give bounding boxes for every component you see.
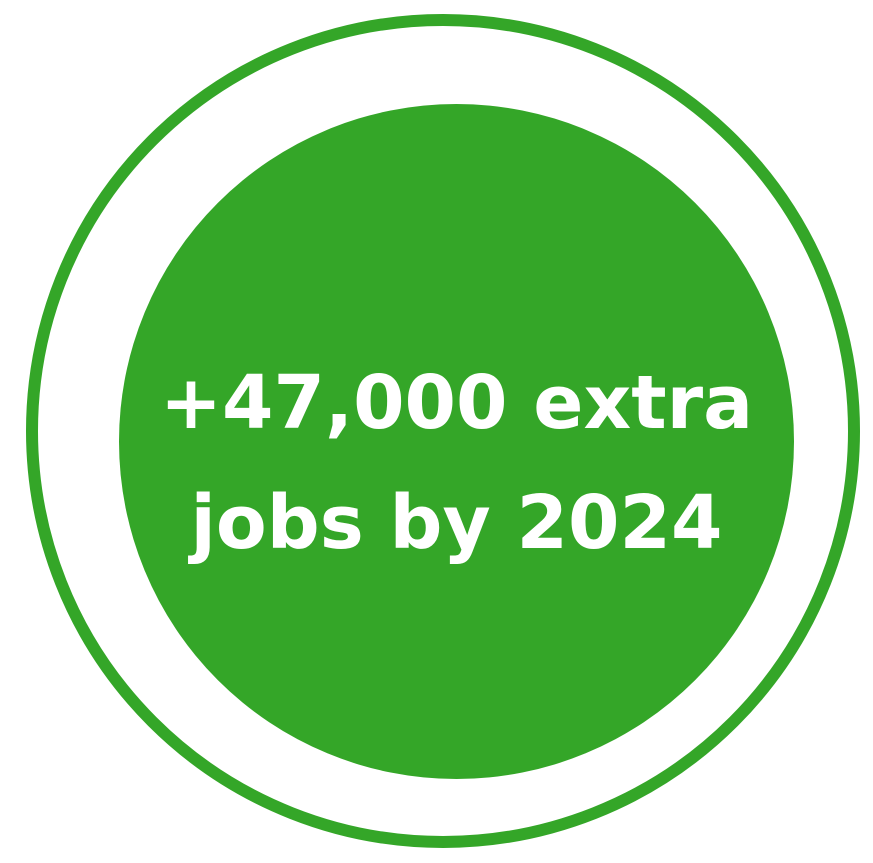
badge-headline: +47,000 extra jobs by 2024 <box>119 343 794 583</box>
badge-line-1: +47,000 extra <box>159 360 754 446</box>
badge-line-2: jobs by 2024 <box>190 480 723 566</box>
inner-disc <box>119 104 794 779</box>
